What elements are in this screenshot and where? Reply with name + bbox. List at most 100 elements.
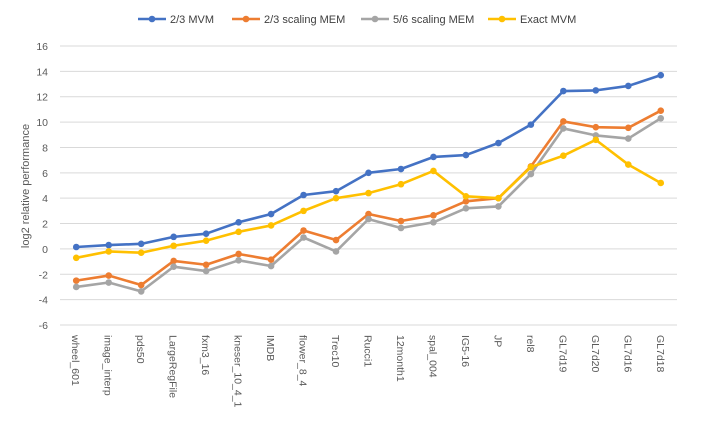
x-tick-label: GL7d19 (556, 335, 568, 373)
x-tick-label: JP (491, 335, 503, 347)
data-point (170, 242, 177, 250)
data-point (365, 189, 372, 197)
data-point (137, 281, 145, 289)
data-point (332, 187, 340, 195)
data-point (657, 114, 665, 122)
data-point (462, 205, 470, 212)
data-point (72, 243, 80, 251)
data-point (300, 207, 307, 215)
data-point (592, 136, 600, 144)
x-tick-label: LargeRegFile (167, 335, 179, 398)
data-point (235, 250, 242, 258)
data-point (397, 217, 405, 225)
y-tick-label: 10 (36, 117, 48, 129)
x-tick-label: IG5-16 (459, 335, 471, 367)
legend-swatch-marker (498, 15, 506, 23)
y-axis-tick-labels: -6 -4 -2 0 2 4 6 8 10 12 14 16 (36, 41, 48, 332)
data-point (624, 135, 632, 142)
data-point (657, 179, 665, 187)
data-point (267, 210, 275, 218)
data-point (462, 198, 470, 205)
x-tick-label: pds50 (134, 335, 146, 364)
x-tick-label: kneser_10_4_1 (232, 335, 244, 408)
data-point (397, 224, 405, 232)
x-axis-tick-labels: wheel_601 image_interp pds50 LargeRegFile fx… (69, 334, 666, 408)
data-point (624, 124, 632, 132)
data-point (137, 249, 145, 257)
data-point (430, 167, 437, 175)
x-tick-label: GL7d18 (654, 335, 666, 373)
data-point (202, 230, 210, 237)
x-tick-label: GL7d20 (589, 335, 601, 373)
data-point (137, 240, 145, 248)
series-line (74, 116, 663, 293)
data-point (365, 210, 372, 218)
data-point (105, 248, 113, 255)
data-point (560, 87, 567, 95)
y-tick-label: 14 (36, 66, 48, 78)
data-point (495, 139, 502, 147)
data-point (560, 125, 567, 132)
x-tick-label: IMDB (264, 335, 276, 361)
data-point (267, 262, 275, 270)
data-point (72, 277, 80, 284)
legend: 2/3 MVM 2/3 scaling MEM 5/6 scaling MEM Exa… (138, 14, 576, 26)
data-point (202, 237, 210, 244)
legend-swatch-marker (371, 15, 379, 23)
legend-label: 2/3 scaling MEM (264, 14, 345, 26)
data-point (430, 218, 437, 226)
y-tick-label: 8 (42, 142, 48, 154)
legend-swatch-marker (242, 15, 250, 23)
data-point (592, 123, 600, 131)
x-tick-label: spal_004 (426, 335, 438, 378)
data-point (397, 180, 405, 188)
y-tick-label: 0 (42, 244, 48, 256)
data-point (235, 228, 242, 236)
x-tick-label: GL7d16 (621, 335, 633, 373)
data-point (527, 163, 535, 171)
y-tick-label: 12 (36, 92, 48, 104)
data-point (495, 194, 502, 202)
x-tick-label: fxm3_16 (199, 335, 211, 375)
data-point (170, 233, 177, 241)
x-tick-label: rel8 (524, 335, 536, 353)
legend-label: 5/6 scaling MEM (393, 14, 474, 26)
data-point (527, 170, 535, 178)
x-tick-label: wheel_601 (69, 334, 81, 386)
y-axis-title: log2 relative performance (20, 124, 32, 248)
series-0 (72, 71, 665, 251)
data-point (332, 194, 340, 202)
y-tick-label: -6 (39, 320, 48, 332)
y-tick-label: 2 (42, 219, 48, 231)
data-point (462, 192, 470, 200)
data-point (560, 152, 567, 159)
data-point (365, 169, 372, 177)
y-tick-label: 6 (42, 168, 48, 180)
data-point (235, 218, 242, 226)
legend-swatch-marker (148, 15, 156, 23)
data-point (657, 107, 665, 114)
x-tick-label: 12month1 (394, 335, 406, 382)
y-tick-label: -4 (39, 295, 48, 307)
data-point (430, 153, 437, 161)
data-point (300, 227, 307, 234)
data-point (397, 165, 405, 173)
data-point (560, 118, 567, 125)
x-tick-label: Rucci1 (362, 335, 374, 367)
data-point (527, 121, 535, 128)
data-point (105, 272, 113, 279)
y-tick-label: 4 (42, 193, 48, 205)
data-point (267, 222, 275, 229)
data-point (300, 191, 307, 199)
data-point (105, 241, 113, 249)
data-point (592, 87, 600, 94)
data-point (170, 263, 177, 270)
data-point (72, 254, 80, 262)
data-point (365, 215, 372, 223)
data-point (170, 257, 177, 265)
data-point (235, 257, 242, 264)
x-tick-label: Trec10 (329, 335, 341, 367)
data-point (137, 288, 145, 295)
x-tick-label: image_interp (102, 335, 114, 396)
